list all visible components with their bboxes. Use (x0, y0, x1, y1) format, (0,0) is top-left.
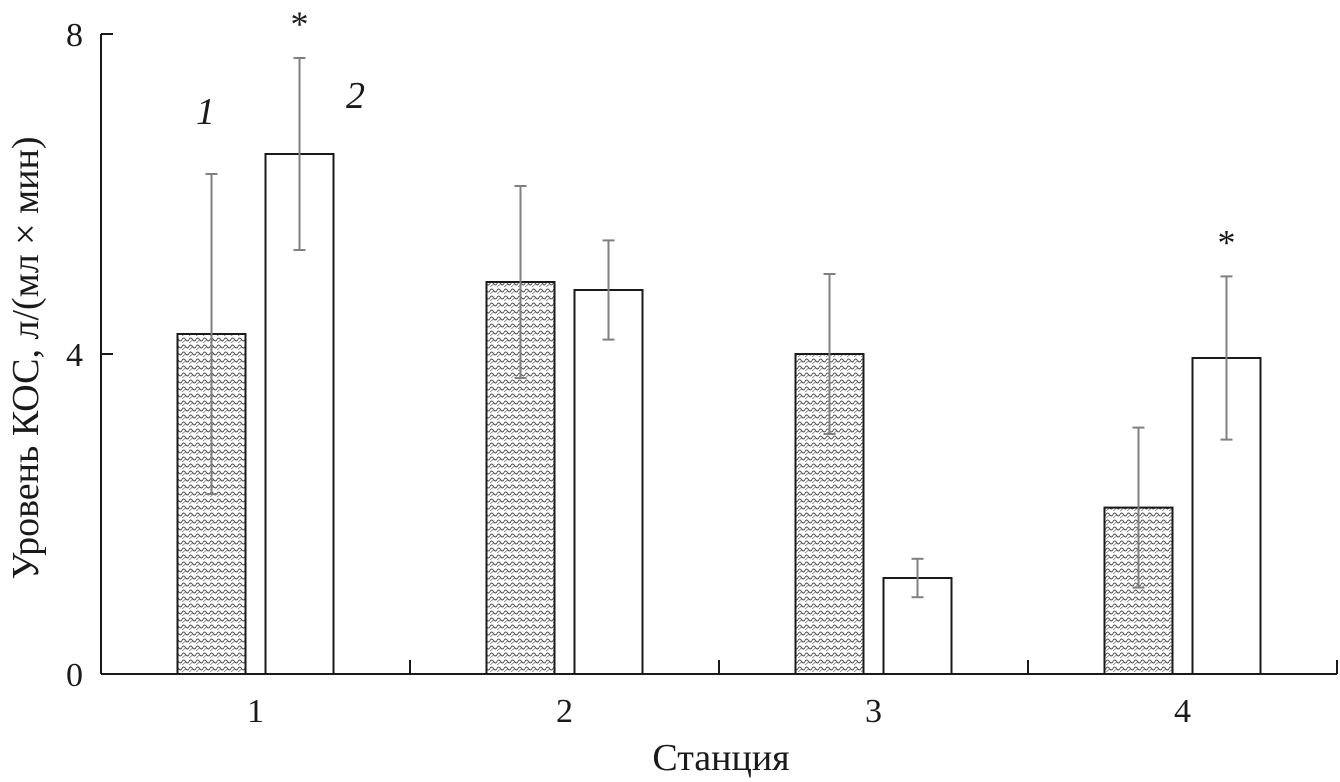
series-label-2: 2 (346, 75, 365, 117)
y-tick-label: 0 (66, 657, 83, 694)
series-label-1: 1 (196, 91, 215, 133)
significance-star: * (1218, 222, 1236, 262)
y-tick-label: 8 (66, 17, 83, 54)
x-tick-label: 2 (556, 693, 573, 730)
x-axis-title: Станция (652, 737, 789, 779)
bar-series-2-station-2 (573, 289, 644, 675)
significance-star: * (291, 4, 309, 44)
bar-series-1-station-3 (794, 353, 865, 675)
x-tick-label: 3 (865, 693, 882, 730)
x-tick-label: 1 (247, 693, 264, 730)
x-tick-label: 4 (1174, 693, 1191, 730)
y-tick-label: 4 (66, 337, 83, 374)
bars-layer (176, 153, 1262, 675)
y-axis-title: Уровень КОС, л/(мл × мин) (5, 137, 47, 580)
error-bars-layer (205, 57, 1233, 599)
